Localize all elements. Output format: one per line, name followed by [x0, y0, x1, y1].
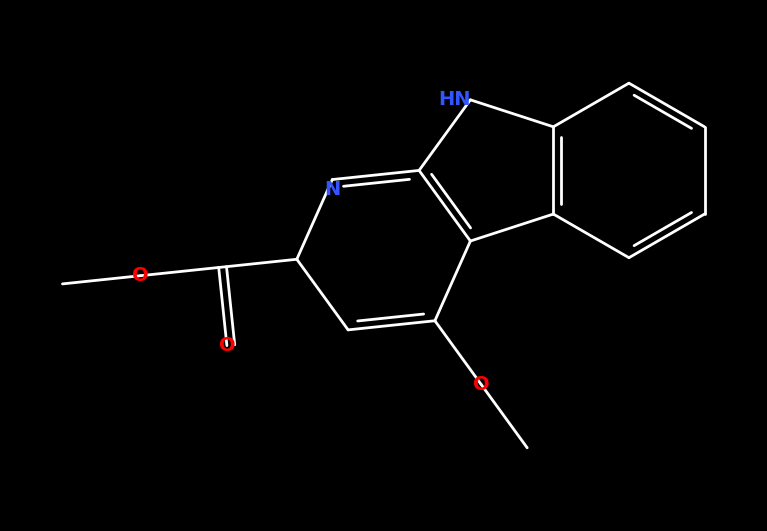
- Text: O: O: [472, 375, 489, 394]
- Text: HN: HN: [438, 90, 470, 109]
- Text: O: O: [219, 336, 235, 355]
- Text: O: O: [132, 266, 149, 285]
- Text: N: N: [324, 179, 341, 199]
